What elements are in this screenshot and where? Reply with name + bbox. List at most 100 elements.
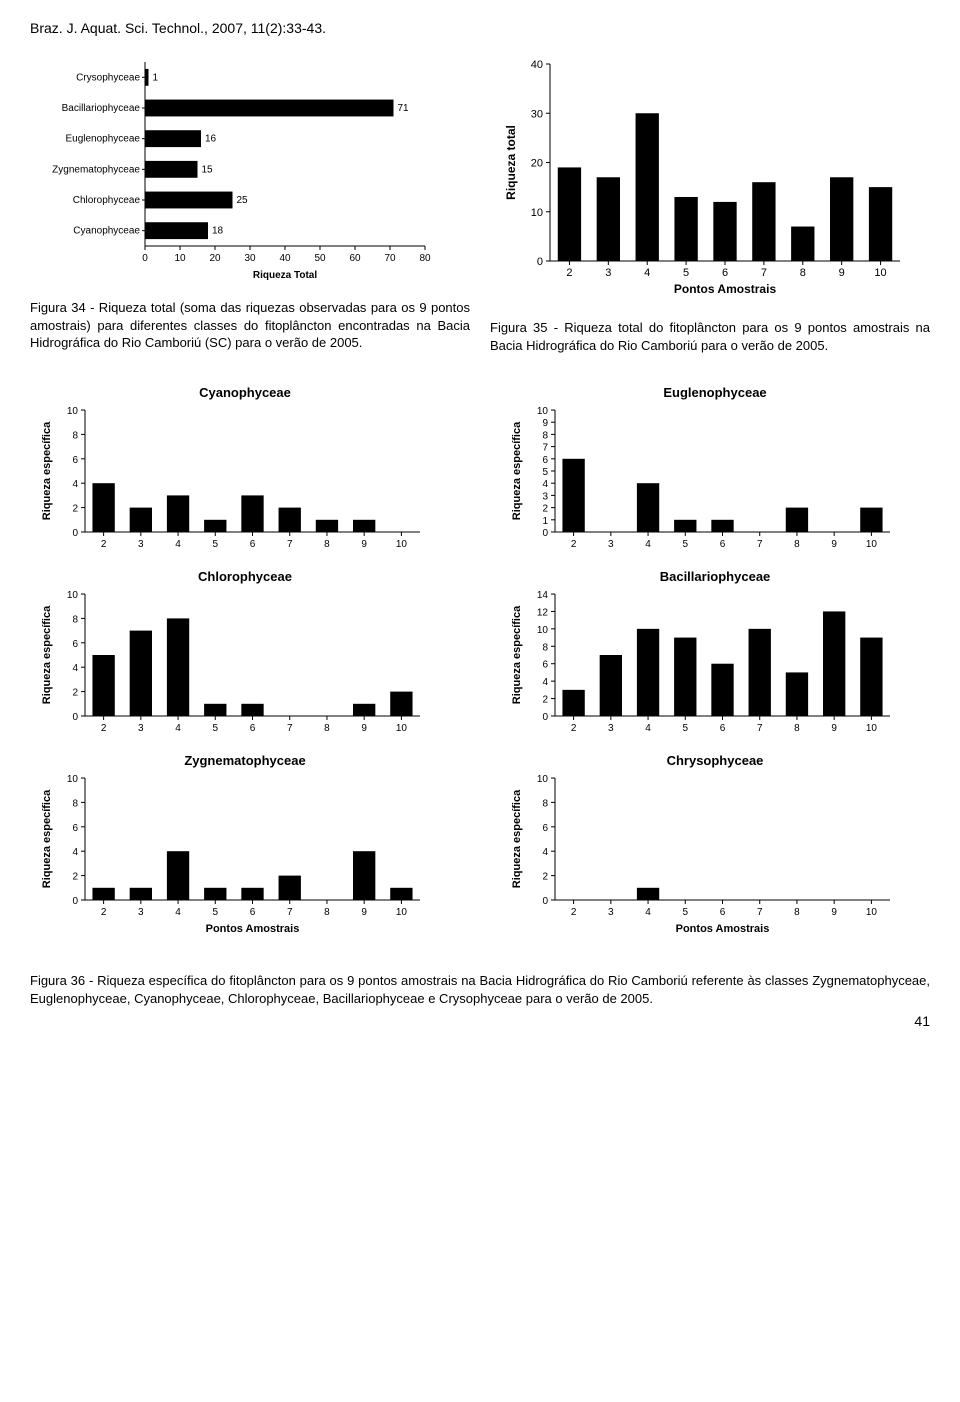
ytick: 10 xyxy=(537,406,549,417)
xtick: 7 xyxy=(757,539,763,550)
bar xyxy=(204,888,226,900)
ytick: 0 xyxy=(72,528,78,539)
panel-title: Euglenophyceae xyxy=(500,385,930,400)
bar xyxy=(353,851,375,900)
bar-Chlorophyceae xyxy=(145,192,233,209)
ytick: 0 xyxy=(537,256,543,268)
bar xyxy=(600,655,622,716)
xtick: 5 xyxy=(682,539,688,550)
bar xyxy=(752,182,775,261)
ytick: 8 xyxy=(72,614,78,625)
ytick: 10 xyxy=(531,207,543,219)
ytick: 2 xyxy=(72,688,78,699)
fig36-2-svg: 23456789100246810Riqueza específica xyxy=(30,588,430,738)
ytick: 0 xyxy=(72,896,78,907)
xtick: 2 xyxy=(101,723,107,734)
xtick: 3 xyxy=(608,907,614,918)
bar xyxy=(711,664,733,716)
xtick: 6 xyxy=(720,907,726,918)
ytick: 0 xyxy=(542,712,548,723)
xtick: 3 xyxy=(608,723,614,734)
xtick: 9 xyxy=(831,723,837,734)
fig36-panel-4: Zygnematophyceae 23456789100246810Riquez… xyxy=(30,747,460,947)
bar xyxy=(711,520,733,532)
xtick: 6 xyxy=(250,539,256,550)
ytick: 10 xyxy=(537,625,549,636)
ytick: 8 xyxy=(72,430,78,441)
bar xyxy=(353,704,375,716)
bar xyxy=(390,692,412,716)
bar xyxy=(562,459,584,532)
bar xyxy=(390,888,412,900)
xtick: 10 xyxy=(866,723,878,734)
ytick: 8 xyxy=(542,430,548,441)
ylabel: Riqueza específica xyxy=(511,421,523,520)
xtick: 6 xyxy=(250,907,256,918)
xtick: 7 xyxy=(287,539,293,550)
xtick: 3 xyxy=(138,723,144,734)
xtick: 8 xyxy=(794,539,800,550)
bar xyxy=(130,888,152,900)
xtick: 7 xyxy=(761,267,767,279)
bar xyxy=(204,704,226,716)
bar xyxy=(636,113,659,261)
xtick: 10 xyxy=(866,539,878,550)
bar-Cyanophyceae xyxy=(145,222,208,239)
bar xyxy=(92,888,114,900)
val-label: 71 xyxy=(398,103,410,114)
xlabel: Pontos Amostrais xyxy=(674,282,777,296)
xtick: 9 xyxy=(361,723,367,734)
ytick: 2 xyxy=(542,695,548,706)
bar xyxy=(204,520,226,532)
bar xyxy=(92,655,114,716)
ytick: 20 xyxy=(531,158,543,170)
ytick: 5 xyxy=(542,467,548,478)
xtick: 60 xyxy=(349,253,361,264)
ytick: 8 xyxy=(542,642,548,653)
bar xyxy=(637,483,659,532)
ytick: 6 xyxy=(72,455,78,466)
ytick: 30 xyxy=(531,108,543,120)
xtick: 0 xyxy=(142,253,148,264)
bar xyxy=(791,227,814,261)
fig36-panel-5: Chrysophyceae 23456789100246810Riqueza e… xyxy=(500,747,930,947)
bar-Zygnematophyceae xyxy=(145,161,198,178)
xtick: 40 xyxy=(279,253,291,264)
ytick: 4 xyxy=(72,663,78,674)
cat-label: Crysophyceae xyxy=(76,72,140,83)
xtick: 8 xyxy=(324,907,330,918)
xtick: 8 xyxy=(794,907,800,918)
fig34-container: Crysophyceae1Bacillariophyceae71Euglenop… xyxy=(30,56,470,354)
bar-Crysophyceae xyxy=(145,69,149,86)
bar xyxy=(167,495,189,532)
ytick: 10 xyxy=(67,406,79,417)
bar xyxy=(713,202,736,261)
ytick: 4 xyxy=(542,479,548,490)
cat-label: Chlorophyceae xyxy=(73,195,141,206)
xtick: 6 xyxy=(720,539,726,550)
xtick: 5 xyxy=(212,723,218,734)
ylabel: Riqueza específica xyxy=(41,605,53,704)
fig35-chart: 2345678910010203040Riqueza totalPontos A… xyxy=(490,56,930,311)
xtick: 4 xyxy=(645,539,651,550)
xtick: 2 xyxy=(101,907,107,918)
fig36-5-svg: 23456789100246810Riqueza específicaPonto… xyxy=(500,772,900,942)
bar xyxy=(869,187,892,261)
ylabel: Riqueza específica xyxy=(41,789,53,888)
xtick: 9 xyxy=(831,907,837,918)
ytick: 7 xyxy=(542,443,548,454)
fig35-svg: 2345678910010203040Riqueza totalPontos A… xyxy=(490,56,910,306)
ylabel: Riqueza específica xyxy=(41,421,53,520)
xtick: 7 xyxy=(287,723,293,734)
xtick: 3 xyxy=(608,539,614,550)
val-label: 15 xyxy=(202,164,214,175)
ytick: 8 xyxy=(542,798,548,809)
xtick: 8 xyxy=(324,539,330,550)
ytick: 4 xyxy=(542,677,548,688)
ytick: 2 xyxy=(542,872,548,883)
xtick: 7 xyxy=(287,907,293,918)
bar xyxy=(130,631,152,716)
panel-title: Cyanophyceae xyxy=(30,385,460,400)
xtick: 4 xyxy=(644,267,650,279)
xtick: 9 xyxy=(831,539,837,550)
